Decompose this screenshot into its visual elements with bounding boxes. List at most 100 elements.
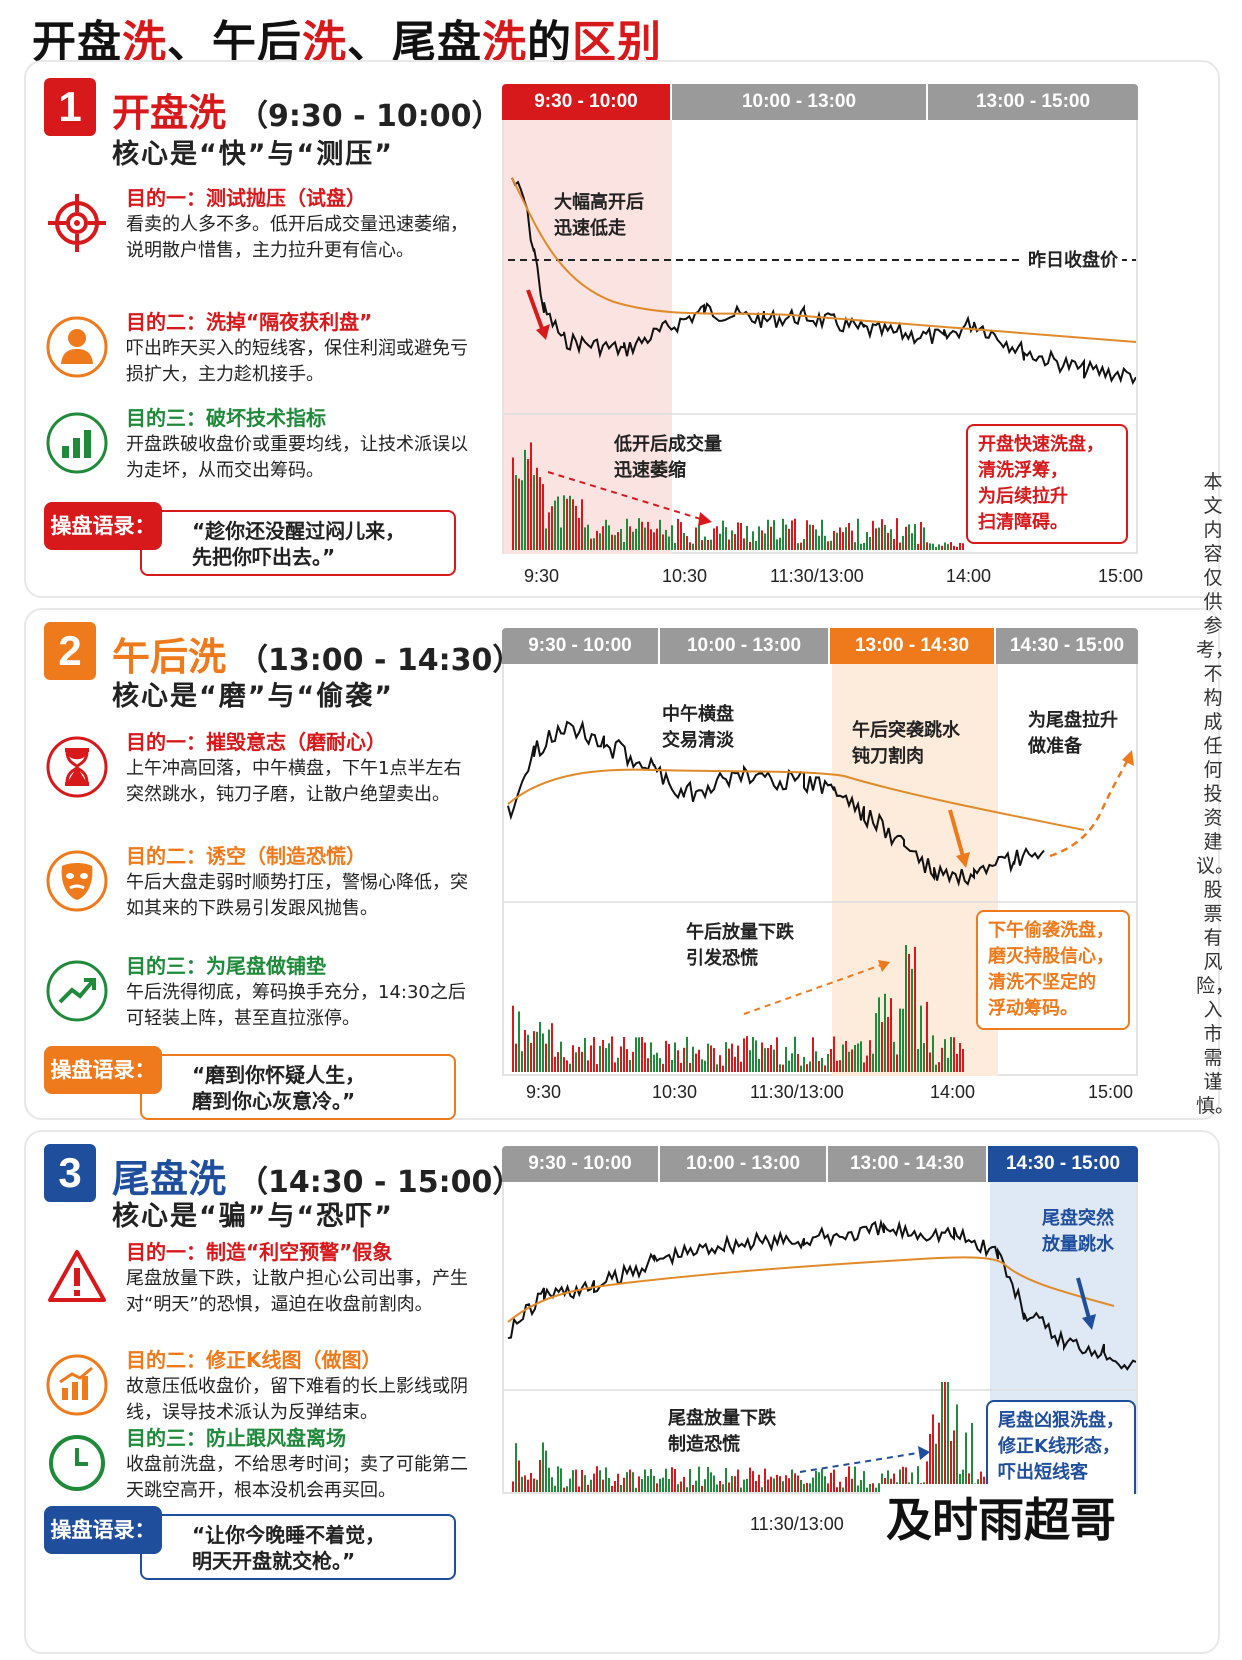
volume-bar: [947, 544, 949, 550]
volume-bar: [536, 1031, 538, 1072]
volume-bar: [923, 527, 925, 550]
volume-bar: [824, 1065, 826, 1072]
time-tabs: 9:30 - 10:00 10:00 - 13:00 13:00 - 15:00: [502, 84, 1138, 120]
volume-bar: [788, 1060, 790, 1072]
volume-bar: [791, 1053, 793, 1072]
volume-bar: [689, 542, 691, 550]
volume-bar: [563, 495, 565, 550]
volume-bar: [569, 1478, 571, 1492]
volume-bar: [590, 538, 592, 550]
volume-bar: [791, 1469, 793, 1492]
volume-bar: [542, 1442, 544, 1492]
volume-bar: [845, 527, 847, 550]
volume-bar: [848, 1466, 850, 1492]
annotation-prev-close: 昨日收盘价: [1024, 248, 1122, 274]
volume-bar: [740, 1061, 742, 1072]
volume-bar: [767, 519, 769, 550]
volume-bar: [785, 1475, 787, 1492]
volume-bar: [776, 539, 778, 550]
volume-bar: [797, 1053, 799, 1072]
volume-bar: [713, 1475, 715, 1492]
volume-bar: [929, 543, 931, 550]
volume-bar: [953, 545, 955, 550]
volume-bar: [764, 533, 766, 550]
annotation-prepare-rally: 为尾盘拉升 做准备: [1028, 710, 1118, 757]
volume-bar: [614, 535, 616, 550]
volume-bar: [923, 1043, 925, 1072]
volume-bar: [842, 1487, 844, 1492]
volume-bar: [914, 946, 916, 1072]
volume-bar: [542, 484, 544, 550]
volume-bar: [944, 542, 946, 550]
section-core: 核心是“骗”与“恐吓”: [112, 1201, 394, 1232]
x-tick: 11:30/13:00: [770, 566, 864, 586]
volume-bar: [830, 1472, 832, 1492]
volume-bar: [935, 546, 937, 550]
section-core: 核心是“磨”与“偷袭”: [112, 681, 394, 712]
volume-bar: [608, 1477, 610, 1492]
volume-bar: [959, 1473, 961, 1492]
trader-quote: “让你今晚睡不着觉， 明天开盘就交枪。” 操盘语录：: [44, 1506, 456, 1580]
volume-bar: [521, 480, 523, 550]
volume-bar: [896, 1054, 898, 1072]
volume-bar: [776, 1474, 778, 1492]
volume-bar: [512, 1481, 514, 1492]
volume-bar: [581, 1469, 583, 1492]
volume-bar: [653, 1054, 655, 1072]
volume-bar: [515, 1443, 517, 1492]
volume-bar: [941, 545, 943, 550]
volume-bar: [935, 1443, 937, 1492]
volume-bar: [716, 1064, 718, 1072]
volume-bar: [707, 540, 709, 550]
volume-bar: [686, 536, 688, 550]
volume-bar: [695, 1053, 697, 1072]
volume-bar: [857, 1043, 859, 1072]
volume-bar: [755, 1480, 757, 1492]
volume-bar: [557, 1052, 559, 1072]
volume-bar: [785, 524, 787, 550]
volume-bar: [563, 1057, 565, 1072]
volume-bar: [560, 1041, 562, 1072]
chart-area: 中午横盘 交易清淡 午后突袭跳水 钝刀割肉 为尾盘拉升 做准备 午后放量下跌 引…: [502, 664, 1138, 1076]
volume-bar: [575, 1052, 577, 1072]
volume-bar: [827, 1483, 829, 1492]
volume-bar: [881, 1473, 883, 1492]
volume-bar: [614, 1481, 616, 1492]
volume-bar: [956, 546, 958, 550]
volume-bar: [692, 543, 694, 550]
trend-up-icon: [46, 960, 108, 1022]
volume-bar: [803, 539, 805, 550]
volume-bar: [818, 1472, 820, 1492]
section-time-range: （13:00 - 14:30）: [238, 643, 523, 678]
volume-bar: [749, 1050, 751, 1072]
volume-bar: [593, 1037, 595, 1072]
volume-bar: [725, 527, 727, 550]
volume-bar: [524, 1029, 526, 1072]
volume-bar: [635, 528, 637, 550]
volume-bar: [605, 519, 607, 550]
volume-bar: [881, 519, 883, 550]
volume-bar: [734, 1476, 736, 1492]
summary-note: 开盘快速洗盘， 清洗浮筹， 为后续拉升 扫清障碍。: [966, 424, 1128, 544]
trader-quote: “趁你还没醒过闷儿来， 先把你吓出去。” 操盘语录：: [44, 502, 456, 576]
volume-bar: [533, 1031, 535, 1072]
chart-area: 大幅高开后 迅速低走 昨日收盘价 低开后成交量 迅速萎缩 开盘快速洗盘， 清洗浮…: [502, 120, 1138, 554]
volume-bar: [539, 477, 541, 550]
volume-bar: [737, 1045, 739, 1072]
volume-bar: [554, 1485, 556, 1492]
volume-bar: [809, 1483, 811, 1492]
volume-bar: [530, 442, 532, 550]
volume-bar: [704, 536, 706, 550]
volume-bar: [566, 1060, 568, 1072]
volume-bar: [962, 1469, 964, 1492]
volume-bar: [587, 1060, 589, 1072]
volume-bar: [743, 1479, 745, 1492]
volume-bar: [980, 1471, 982, 1492]
purpose-text: 上午冲高回落，中午横盘，下午1点半左右突然跳水，钝刀子磨，让散户绝望卖出。: [126, 758, 462, 805]
volume-bar: [881, 1022, 883, 1072]
volume-bar: [926, 1001, 928, 1072]
volume-bar: [614, 1062, 616, 1072]
volume-bar: [686, 1487, 688, 1492]
volume-bar: [866, 1055, 868, 1072]
mask-icon: [46, 850, 108, 912]
